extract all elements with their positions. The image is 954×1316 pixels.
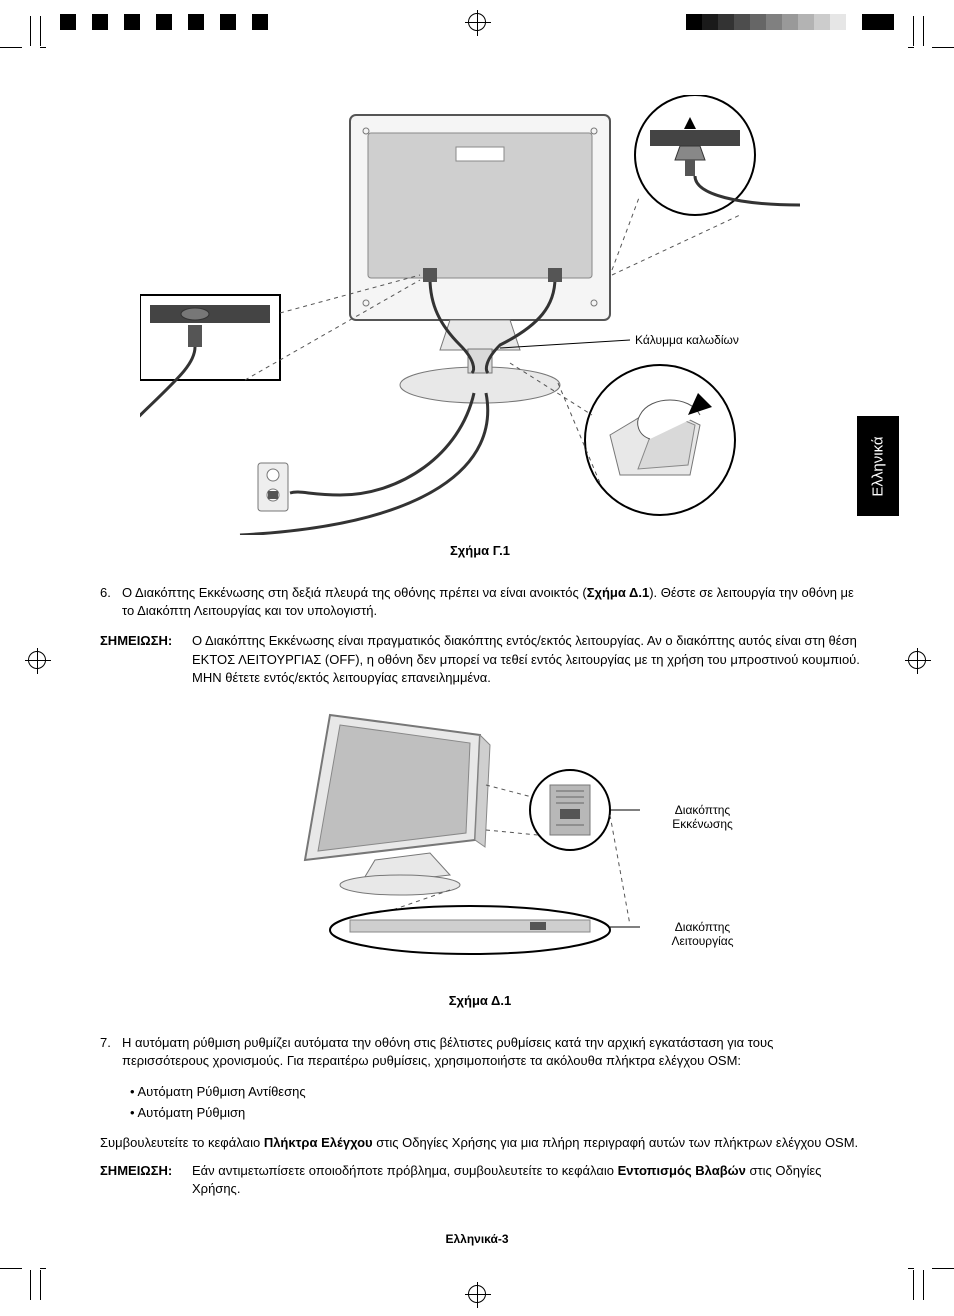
bullet-item: Αυτόματη Ρύθμιση xyxy=(130,1103,860,1124)
callout-power-switch: Διακόπτης Λειτουργίας xyxy=(645,920,760,948)
figure-c1-caption: Σχήμα Γ.1 xyxy=(100,543,860,558)
note-1: ΣΗΜΕΙΩΣΗ: Ο Διακόπτης Εκκένωσης είναι πρ… xyxy=(100,632,860,687)
step-6: 6. Ο Διακόπτης Εκκένωσης στη δεξιά πλευρ… xyxy=(100,584,860,620)
figure-d1-caption: Σχήμα Δ.1 xyxy=(100,993,860,1008)
registration-mark-icon xyxy=(468,13,486,31)
language-tab: Ελληνικά xyxy=(857,416,899,516)
advice-paragraph: Συμβουλευτείτε το κεφάλαιο Πλήκτρα Ελέγχ… xyxy=(100,1134,860,1152)
step-number: 6. xyxy=(100,584,122,620)
page-content: Κάλυμμα καλωδίων Σχήμα Γ.1 6. Ο Διακόπτη… xyxy=(100,95,860,1216)
note-label: ΣΗΜΕΙΩΣΗ: xyxy=(100,632,192,687)
step-7: 7. Η αυτόματη ρύθμιση ρυθμίζει αυτόματα … xyxy=(100,1034,860,1070)
step-text: Ο Διακόπτης Εκκένωσης στη δεξιά πλευρά τ… xyxy=(122,584,860,620)
callout-cable-cover: Κάλυμμα καλωδίων xyxy=(635,333,739,347)
figure-c1: Κάλυμμα καλωδίων xyxy=(100,95,860,535)
note-label: ΣΗΜΕΙΩΣΗ: xyxy=(100,1162,192,1198)
bullet-list: Αυτόματη Ρύθμιση Αντίθεσης Αυτόματη Ρύθμ… xyxy=(130,1082,860,1124)
page-number: Ελληνικά-3 xyxy=(0,1232,954,1246)
note-text: Ο Διακόπτης Εκκένωσης είναι πραγματικός … xyxy=(192,632,860,687)
color-bar-right xyxy=(686,14,894,30)
step-number: 7. xyxy=(100,1034,122,1070)
callout-vacation-switch: Διακόπτης Εκκένωσης xyxy=(645,803,760,831)
language-tab-label: Ελληνικά xyxy=(870,436,887,496)
step-text: Η αυτόματη ρύθμιση ρυθμίζει αυτόματα την… xyxy=(122,1034,860,1070)
color-bar-left xyxy=(60,14,268,30)
figure-d1-diagram: Διακόπτης Εκκένωσης Διακόπτης Λειτουργία… xyxy=(200,705,760,985)
note-2: ΣΗΜΕΙΩΣΗ: Εάν αντιμετωπίσετε οποιοδήποτε… xyxy=(100,1162,860,1198)
figure-c1-diagram: Κάλυμμα καλωδίων xyxy=(140,95,820,535)
bullet-item: Αυτόματη Ρύθμιση Αντίθεσης xyxy=(130,1082,860,1103)
registration-mark-icon xyxy=(468,1285,486,1303)
figure-d1: Διακόπτης Εκκένωσης Διακόπτης Λειτουργία… xyxy=(100,705,860,985)
registration-mark-icon xyxy=(28,651,46,669)
note-text: Εάν αντιμετωπίσετε οποιοδήποτε πρόβλημα,… xyxy=(192,1162,860,1198)
registration-mark-icon xyxy=(908,651,926,669)
